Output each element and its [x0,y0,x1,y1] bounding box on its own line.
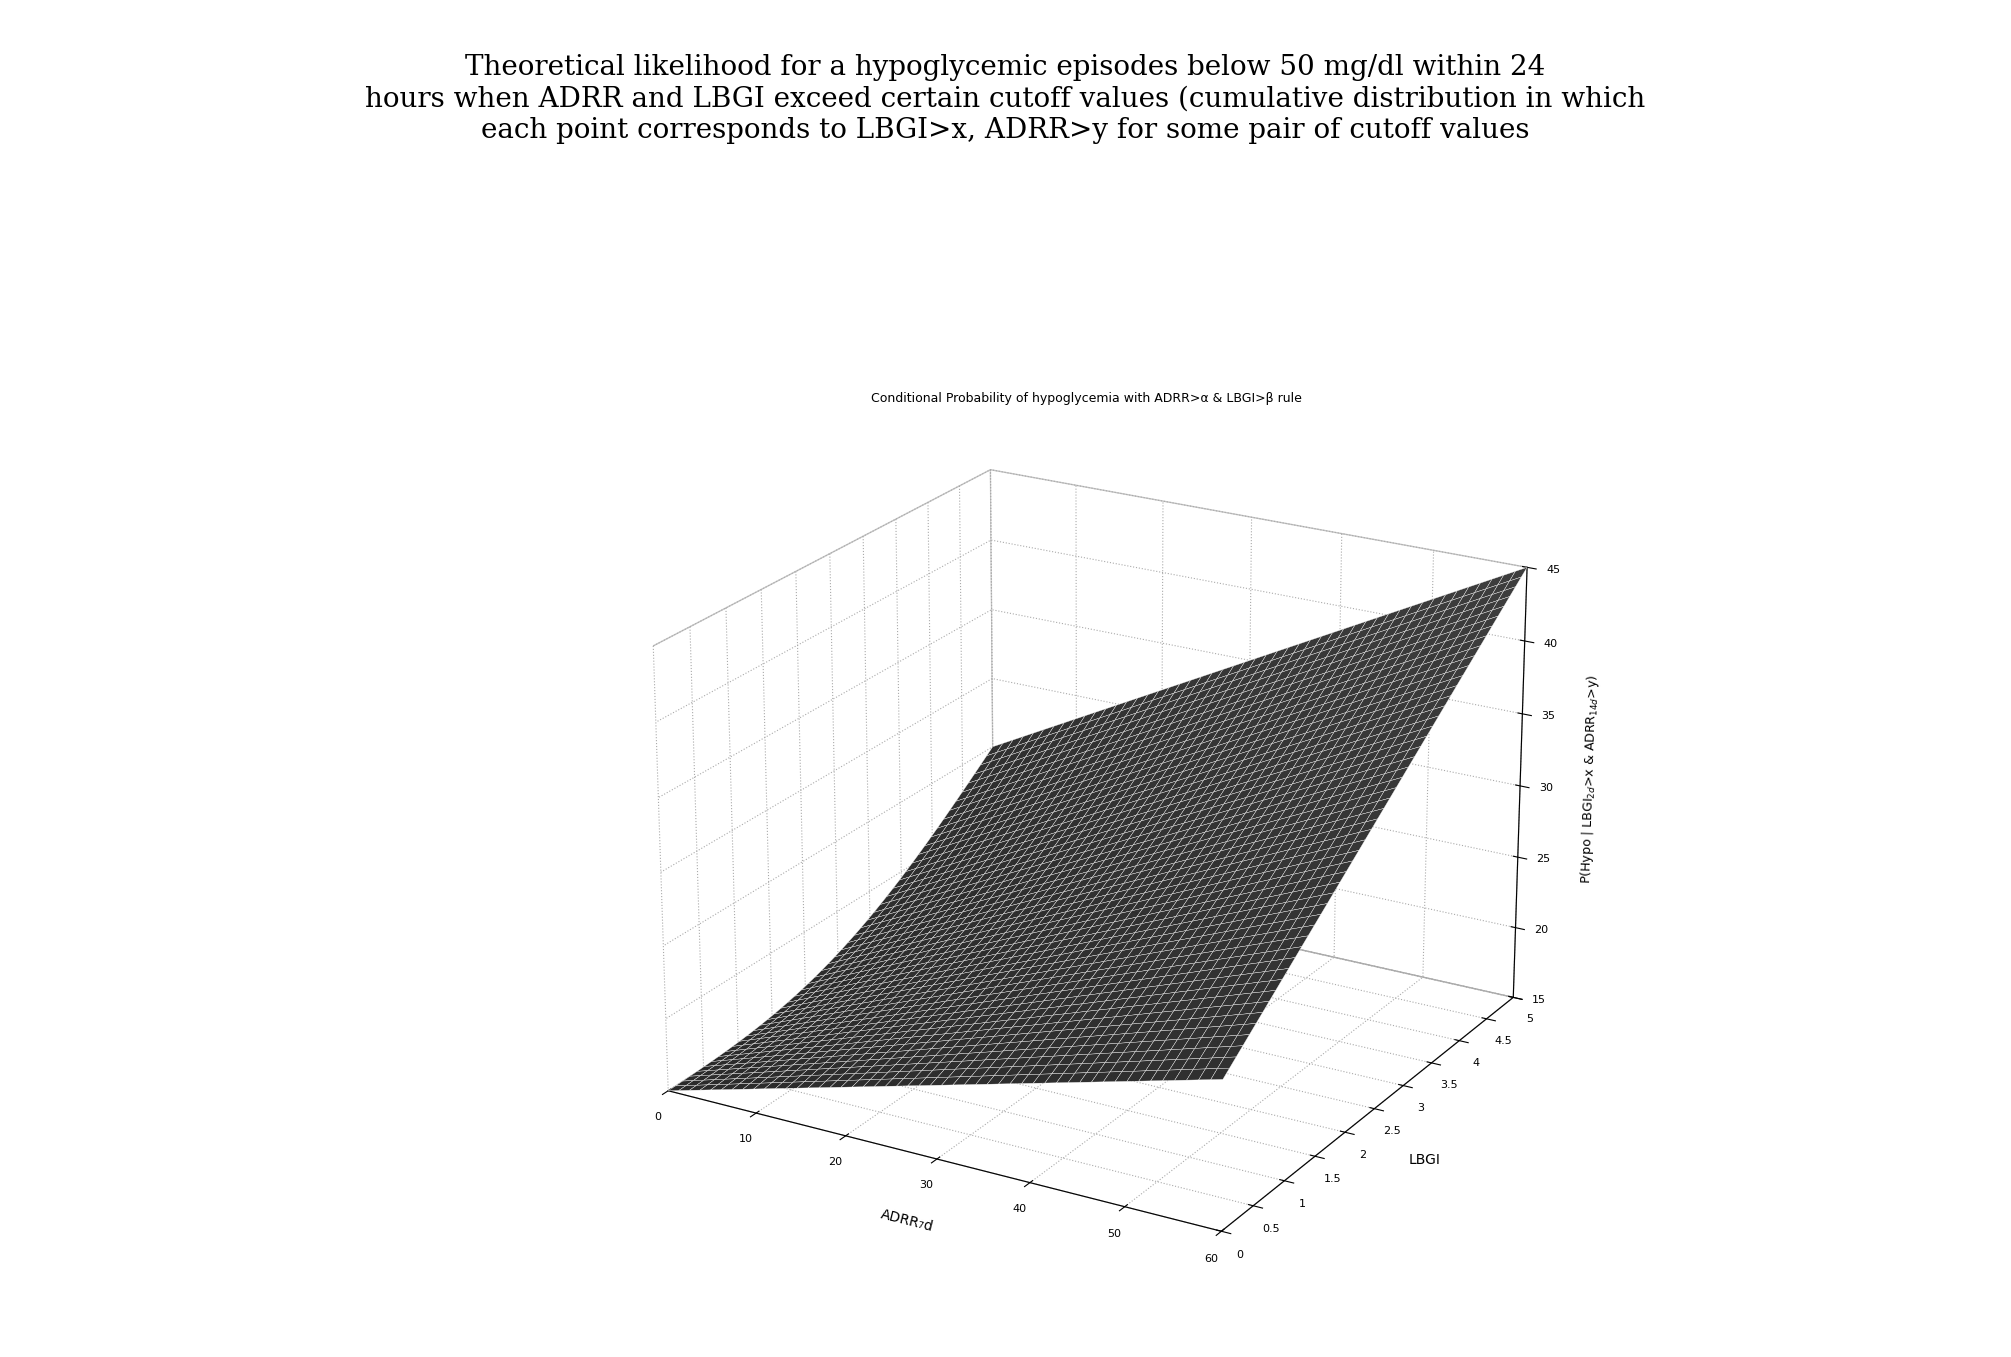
Text: Theoretical likelihood for a hypoglycemic episodes below 50 mg/dl within 24
hour: Theoretical likelihood for a hypoglycemi… [366,54,1645,144]
X-axis label: ADRR₇d: ADRR₇d [879,1208,935,1235]
Title: Conditional Probability of hypoglycemia with ADRR>α & LBGI>β rule: Conditional Probability of hypoglycemia … [871,392,1301,404]
Y-axis label: LBGI: LBGI [1408,1153,1440,1167]
